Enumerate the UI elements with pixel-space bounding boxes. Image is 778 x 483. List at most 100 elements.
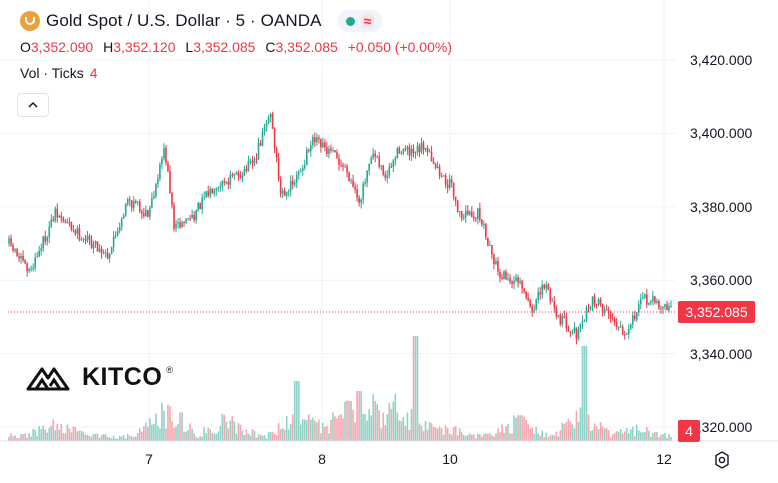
- volume-bar: [159, 428, 161, 441]
- candle-body: [585, 307, 588, 321]
- candle-body: [452, 182, 455, 197]
- candle-body: [203, 197, 205, 199]
- candle-body: [539, 292, 542, 295]
- high-label: H: [103, 39, 114, 55]
- candle-body: [631, 315, 634, 325]
- candle-body: [388, 166, 391, 176]
- volume-bar: [497, 428, 499, 441]
- candle-body: [424, 147, 427, 150]
- candle-body: [428, 151, 431, 153]
- volume-bar: [475, 438, 477, 441]
- candle-body: [149, 207, 151, 217]
- chart-header: Gold Spot / U.S. Dollar · 5 · OANDA ≈ O3…: [0, 0, 778, 117]
- symbol-title-row[interactable]: Gold Spot / U.S. Dollar · 5 · OANDA ≈: [20, 10, 383, 32]
- volume-bar: [251, 429, 254, 441]
- candle-body: [366, 170, 368, 183]
- volume-bar: [245, 429, 248, 441]
- market-status-badge[interactable]: ≈: [337, 10, 383, 32]
- volume-bar: [195, 436, 197, 441]
- symbol-title[interactable]: Gold Spot / U.S. Dollar · 5 · OANDA: [46, 11, 322, 30]
- volume-bar: [617, 431, 620, 441]
- volume-bar: [531, 427, 533, 441]
- volume-legend[interactable]: Vol · Ticks 4: [20, 65, 98, 81]
- volume-bar: [585, 346, 588, 441]
- volume-bar: [666, 437, 668, 441]
- candle-body: [102, 252, 105, 254]
- candle-body: [275, 148, 278, 158]
- candle-body: [18, 256, 20, 259]
- volume-bar: [529, 428, 531, 441]
- candle-body: [291, 180, 294, 185]
- volume-bar: [219, 426, 222, 441]
- volume-bar: [263, 435, 266, 441]
- candle-body: [338, 157, 340, 165]
- candle-body: [64, 220, 67, 223]
- volume-bar: [591, 429, 594, 441]
- candle-body: [515, 277, 517, 281]
- volume-bar: [310, 419, 312, 441]
- chart-settings-icon[interactable]: [712, 450, 732, 470]
- candle-body: [573, 327, 576, 332]
- candle-body: [450, 179, 453, 183]
- volume-bar: [519, 415, 521, 441]
- candle-body: [314, 137, 316, 143]
- candle-body: [533, 310, 535, 312]
- candle-body: [8, 238, 10, 244]
- volume-bar: [231, 416, 234, 441]
- volume-bar: [197, 437, 199, 441]
- candle-body: [619, 326, 622, 328]
- volume-bar: [225, 421, 228, 441]
- candle-body: [456, 200, 459, 213]
- volume-bar: [549, 435, 552, 441]
- volume-bar: [487, 433, 489, 441]
- volume-bar: [525, 419, 527, 441]
- volume-bar: [468, 433, 471, 441]
- candle-body: [120, 218, 123, 227]
- volume-bar: [635, 424, 638, 441]
- candle-body: [497, 261, 499, 272]
- candle-body: [249, 160, 252, 162]
- volume-bar: [623, 431, 626, 441]
- candle-body: [16, 248, 18, 257]
- volume-bar: [285, 416, 288, 441]
- volume-bar: [253, 430, 256, 441]
- volume-bar: [601, 426, 604, 441]
- volume-bar: [110, 438, 113, 441]
- collapse-legend-button[interactable]: [17, 93, 49, 117]
- volume-bar: [177, 424, 179, 441]
- candle-body: [481, 219, 483, 225]
- candle-body: [223, 181, 226, 183]
- candle-body: [225, 181, 228, 183]
- volume-bar: [412, 336, 415, 441]
- volume-bar: [249, 435, 252, 441]
- candle-body: [561, 316, 564, 325]
- volume-bar: [493, 436, 495, 441]
- candle-body: [350, 180, 352, 182]
- volume-bar: [68, 428, 71, 441]
- volume-bar: [94, 433, 97, 441]
- volume-bar: [308, 414, 310, 441]
- volume-bar: [503, 432, 505, 441]
- candle-body: [112, 236, 115, 247]
- volume-bar: [356, 391, 358, 441]
- volume-bar: [326, 426, 328, 441]
- candle-body: [575, 327, 578, 339]
- volume-bar: [96, 433, 99, 441]
- candle-body: [569, 331, 572, 333]
- candle-body: [332, 150, 334, 151]
- volume-bar: [211, 432, 214, 441]
- volume-bar: [434, 427, 437, 441]
- volume-bar: [332, 412, 334, 441]
- candle-body: [336, 152, 338, 158]
- volume-bar: [658, 437, 660, 441]
- volume-bar: [656, 432, 658, 441]
- volume-bar: [14, 435, 16, 441]
- volume-bar: [46, 432, 49, 441]
- candle-body: [308, 150, 310, 152]
- x-tick-label: 8: [318, 451, 326, 467]
- candle-body: [90, 239, 93, 249]
- volume-bar: [360, 391, 362, 441]
- volume-bar: [428, 422, 431, 441]
- candle-body: [88, 235, 91, 240]
